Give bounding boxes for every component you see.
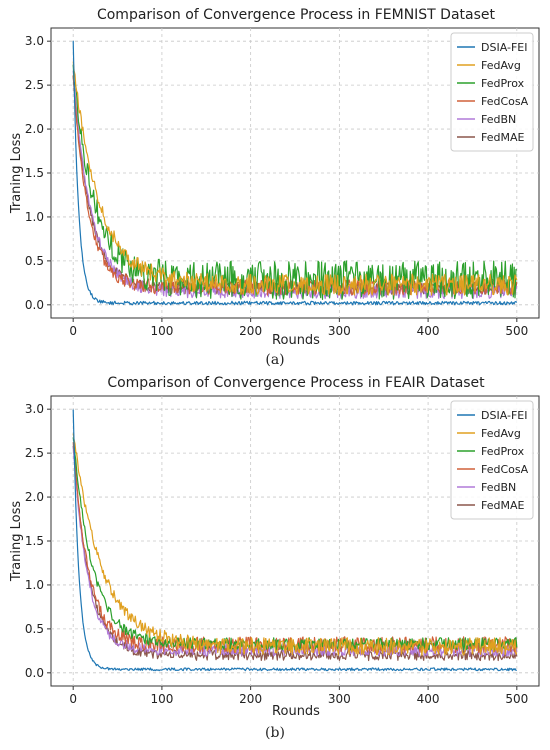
x-tick-label: 100: [150, 324, 173, 338]
ticks: 0 100 200 300 400 500 0.0 0.5 1.0 1.5 2.0 2.5 3.0: [25, 34, 528, 338]
legend-label: FedAvg: [481, 59, 521, 72]
series-layer: [72, 40, 518, 306]
x-tick-label: 300: [328, 692, 351, 706]
x-axis-label: Rounds: [272, 333, 320, 348]
series-line-dsia-fei: [72, 40, 518, 306]
x-tick-label: 0: [69, 324, 77, 338]
legend-label: FedProx: [481, 77, 525, 90]
y-tick-label: 0.5: [25, 254, 44, 268]
legend-label: FedProx: [481, 445, 525, 458]
x-tick-label: 200: [239, 324, 262, 338]
y-tick-label: 1.0: [25, 578, 44, 592]
legend-label: DSIA-FEI: [481, 41, 527, 54]
y-tick-label: 2.5: [25, 78, 44, 92]
series-line-fedavg: [72, 433, 518, 656]
x-tick-label: 300: [328, 324, 351, 338]
x-tick-label: 500: [505, 324, 528, 338]
legend-label: FedCosA: [481, 95, 529, 108]
legend-label: FedMAE: [481, 131, 524, 144]
x-tick-label: 100: [150, 692, 173, 706]
x-tick-label: 500: [505, 692, 528, 706]
legend: DSIA-FEI FedAvg FedProx FedCosA FedBN FedMAE: [450, 32, 534, 152]
series-line-fedavg: [72, 61, 518, 296]
x-tick-label: 400: [417, 324, 440, 338]
y-tick-label: 1.0: [25, 210, 44, 224]
legend-box: [450, 400, 534, 520]
x-tick-label: 400: [417, 692, 440, 706]
ticks: 0 100 200 300 400 500 0.0 0.5 1.0 1.5 2.0 2.5 3.0: [25, 402, 528, 706]
x-tick-label: 0: [69, 692, 77, 706]
y-tick-label: 0.5: [25, 622, 44, 636]
legend-label: FedCosA: [481, 463, 529, 476]
y-axis-label: Traning Loss: [9, 133, 24, 215]
series-line-fedmae: [72, 445, 518, 662]
y-tick-label: 2.0: [25, 122, 44, 136]
y-tick-label: 3.0: [25, 34, 44, 48]
y-tick-label: 0.0: [25, 298, 44, 312]
legend-label: FedMAE: [481, 499, 524, 512]
legend-label: FedBN: [481, 481, 516, 494]
series-layer: [72, 409, 518, 672]
series-line-dsia-fei: [72, 409, 517, 672]
legend-label: FedBN: [481, 113, 516, 126]
y-tick-label: 1.5: [25, 534, 44, 548]
y-tick-label: 2.5: [25, 446, 44, 460]
y-tick-label: 2.0: [25, 490, 44, 504]
legend-label: FedAvg: [481, 427, 521, 440]
x-axis-label: Rounds: [272, 704, 320, 719]
x-tick-label: 200: [239, 692, 262, 706]
y-tick-label: 1.5: [25, 166, 44, 180]
chart-panel-b: Comparison of Convergence Process in FEA…: [9, 375, 540, 719]
chart-panel-a: Comparison of Convergence Process in FEM…: [9, 7, 540, 348]
y-axis-label: Traning Loss: [9, 501, 24, 583]
y-tick-label: 3.0: [25, 402, 44, 416]
panel-label-a: (a): [265, 352, 284, 368]
legend: DSIA-FEI FedAvg FedProx FedCosA FedBN FedMAE: [450, 400, 534, 520]
y-tick-label: 0.0: [25, 666, 44, 680]
legend-label: DSIA-FEI: [481, 409, 527, 422]
chart-title: Comparison of Convergence Process in FEM…: [97, 7, 496, 23]
chart-title: Comparison of Convergence Process in FEA…: [107, 375, 485, 391]
legend-box: [450, 32, 534, 152]
panel-label-b: (b): [265, 725, 285, 741]
